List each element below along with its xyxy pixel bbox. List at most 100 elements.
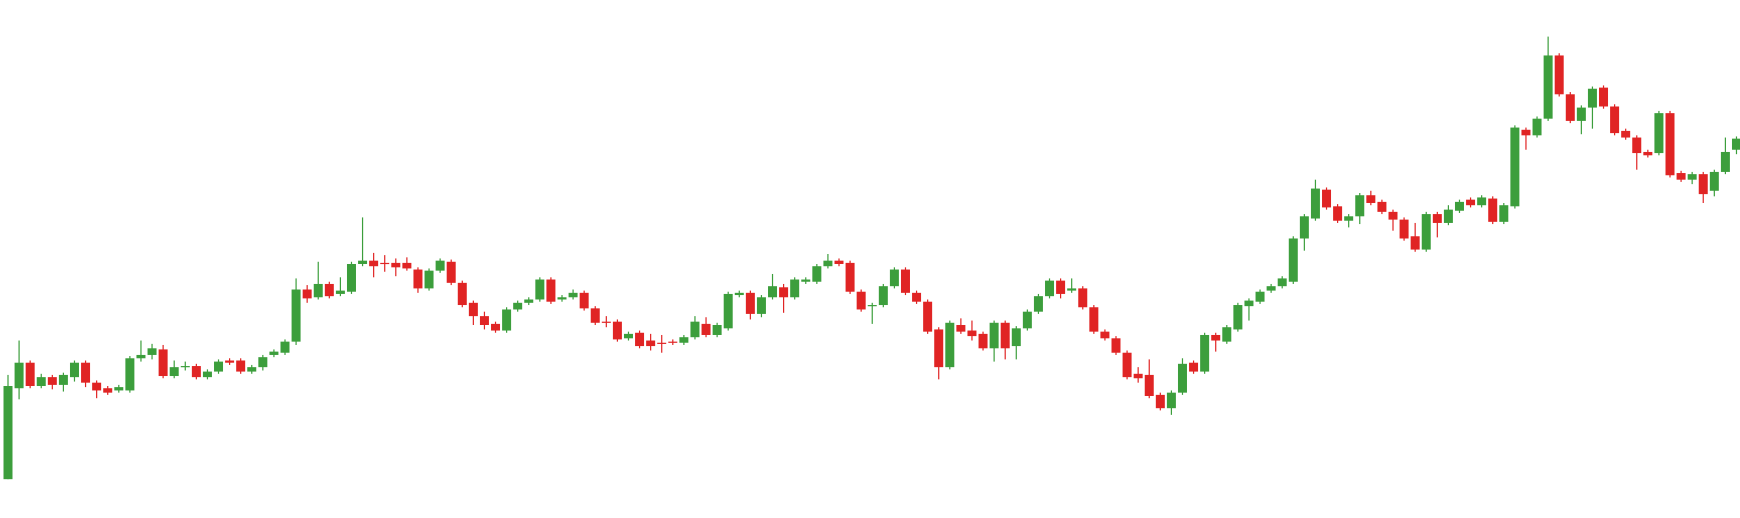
candle-body xyxy=(945,322,955,368)
candle-body xyxy=(1011,328,1021,347)
candle-body xyxy=(202,371,212,378)
candle-body xyxy=(1720,151,1730,172)
candle-body xyxy=(502,309,512,331)
candle-body xyxy=(823,260,833,267)
candle-body xyxy=(1045,280,1055,297)
candle-body xyxy=(1288,238,1298,282)
candle-body xyxy=(258,357,268,368)
candle-body xyxy=(934,329,944,368)
candle-body xyxy=(1277,278,1287,287)
candle-body xyxy=(668,341,678,343)
candle-body xyxy=(923,301,933,332)
candle-body xyxy=(1554,55,1564,95)
candle-body xyxy=(524,299,534,303)
candle-body xyxy=(236,360,246,372)
candle-body xyxy=(1133,373,1143,379)
candle-body xyxy=(978,333,988,349)
candle-body xyxy=(1731,138,1740,150)
candle-body xyxy=(779,287,789,298)
candle-body xyxy=(657,342,667,344)
candle-body xyxy=(1543,55,1553,119)
candle-body xyxy=(413,269,423,289)
candle-body xyxy=(1200,334,1210,372)
candle-body xyxy=(1155,394,1165,409)
candle-body xyxy=(1067,288,1077,291)
candle-body xyxy=(479,316,489,325)
candle-body xyxy=(346,263,356,292)
candle-body xyxy=(424,270,434,289)
candle-body xyxy=(513,302,523,310)
candle-body xyxy=(1521,129,1531,136)
candle-body xyxy=(612,321,622,340)
candle-body xyxy=(1587,88,1597,108)
candle-body xyxy=(1532,118,1542,136)
candle-body xyxy=(701,323,711,335)
candle-body xyxy=(834,260,844,264)
candle-body xyxy=(590,308,600,323)
candle-body xyxy=(3,386,13,480)
candle-body xyxy=(1676,173,1686,180)
candle-body xyxy=(1322,189,1332,208)
candle-body xyxy=(1576,107,1586,121)
candle-body xyxy=(646,340,656,347)
candle-body xyxy=(845,262,855,292)
candle-body xyxy=(125,358,135,391)
candle-body xyxy=(790,279,800,298)
candle-body xyxy=(1244,300,1254,307)
candle-body xyxy=(1056,280,1066,294)
candle-body xyxy=(1255,291,1265,302)
candle-body xyxy=(989,322,999,349)
candle-body xyxy=(36,377,46,387)
candle-body xyxy=(25,362,35,387)
candle-body xyxy=(280,341,290,353)
candle-body xyxy=(191,366,201,378)
candle-body xyxy=(225,360,235,363)
candle-body xyxy=(579,292,589,309)
candle-body xyxy=(180,366,190,368)
candle-body xyxy=(1122,352,1132,378)
candle-body xyxy=(1621,130,1631,138)
candle-body xyxy=(491,323,501,331)
candle-body xyxy=(734,292,744,296)
candle-body xyxy=(690,321,700,338)
candle-body xyxy=(1355,195,1365,217)
candle-body xyxy=(291,289,301,342)
candle-body xyxy=(1388,211,1398,220)
candle-body xyxy=(623,333,633,339)
candle-body xyxy=(1344,216,1354,221)
candle-body xyxy=(402,262,412,269)
candle-body xyxy=(369,260,379,267)
candle-body xyxy=(756,297,766,314)
candle-body xyxy=(967,330,977,337)
candle-body xyxy=(391,262,401,268)
candle-body xyxy=(269,351,279,355)
candle-body xyxy=(1510,127,1520,207)
candle-body xyxy=(768,286,778,298)
candle-body xyxy=(136,354,146,359)
candle-body xyxy=(81,362,91,383)
candle-body xyxy=(1466,199,1476,206)
candle-body xyxy=(1100,331,1110,339)
candle-body xyxy=(1233,305,1243,330)
candle-body xyxy=(1166,392,1176,409)
candle-body xyxy=(1410,236,1420,250)
candle-body xyxy=(1654,113,1664,154)
candle-body xyxy=(1421,214,1431,250)
candle-body xyxy=(114,387,124,391)
candle-body xyxy=(14,362,24,389)
candle-body xyxy=(457,282,467,306)
candle-body xyxy=(1443,209,1453,223)
candle-body xyxy=(535,279,545,300)
candle-body xyxy=(147,348,157,355)
candle-body xyxy=(723,293,733,329)
candle-body xyxy=(1632,137,1642,154)
candle-body xyxy=(1333,206,1343,221)
candle-body xyxy=(1687,174,1697,180)
candle-body xyxy=(1599,87,1609,107)
candle-body xyxy=(1310,188,1320,219)
candle-body xyxy=(1266,286,1276,291)
candle-body xyxy=(1399,219,1409,239)
candle-body xyxy=(1477,197,1487,206)
candle-body xyxy=(335,290,345,294)
